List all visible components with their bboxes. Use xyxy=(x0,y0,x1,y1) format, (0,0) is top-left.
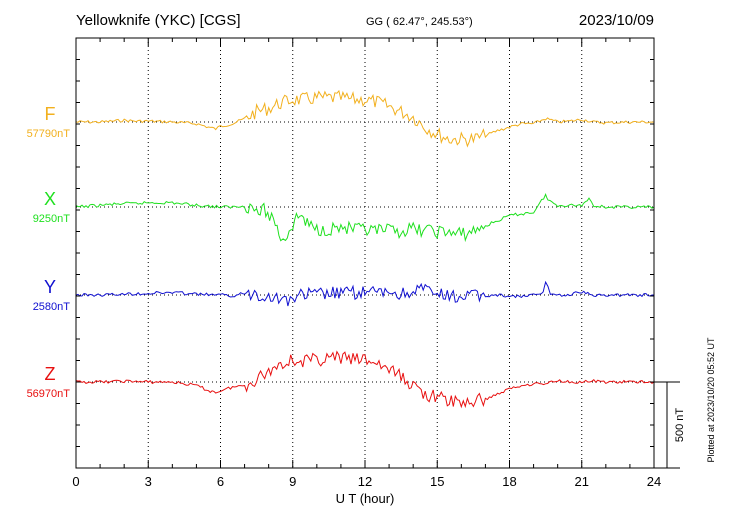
x-tick-label: 9 xyxy=(289,474,296,489)
coordinates-label: GG ( 62.47°, 245.53°) xyxy=(366,16,473,28)
x-tick-label: 18 xyxy=(502,474,516,489)
x-tick-label: 6 xyxy=(217,474,224,489)
x-tick-label: 24 xyxy=(647,474,661,489)
series-baseline-f: 57790nT xyxy=(27,128,71,140)
series-name-y: Y xyxy=(44,277,56,297)
series-name-f: F xyxy=(45,104,56,124)
x-tick-label: 3 xyxy=(145,474,152,489)
series-line-f xyxy=(75,89,655,148)
scale-bar-label: 500 nT xyxy=(674,408,686,443)
plotted-timestamp: Plotted at 2023/10/20 05:52 UT xyxy=(706,337,716,463)
x-tick-label: 12 xyxy=(358,474,372,489)
axis-ticks xyxy=(75,38,655,468)
series-lines xyxy=(75,89,655,409)
series-line-z xyxy=(75,350,655,409)
series-name-z: Z xyxy=(45,364,56,384)
x-tick-label: 15 xyxy=(430,474,444,489)
series-name-x: X xyxy=(44,189,56,209)
x-tick-label: 21 xyxy=(575,474,589,489)
x-tick-labels: 0 3 6 9 12 15 18 21 24 xyxy=(72,474,661,489)
x-tick-label: 0 xyxy=(72,474,79,489)
scale-bar: 500 nT xyxy=(654,381,686,469)
series-baseline-x: 9250nT xyxy=(33,213,71,225)
station-title: Yellowknife (YKC) [CGS] xyxy=(76,12,241,29)
series-baseline-z: 56970nT xyxy=(27,388,71,400)
series-labels: F 57790nT X 9250nT Y 2580nT Z 56970nT xyxy=(27,104,71,400)
series-line-x xyxy=(75,193,655,243)
series-baseline-y: 2580nT xyxy=(33,301,71,313)
series-line-y xyxy=(75,280,654,307)
x-axis-label: U T (hour) xyxy=(336,491,395,506)
date-label: 2023/10/09 xyxy=(579,12,654,29)
